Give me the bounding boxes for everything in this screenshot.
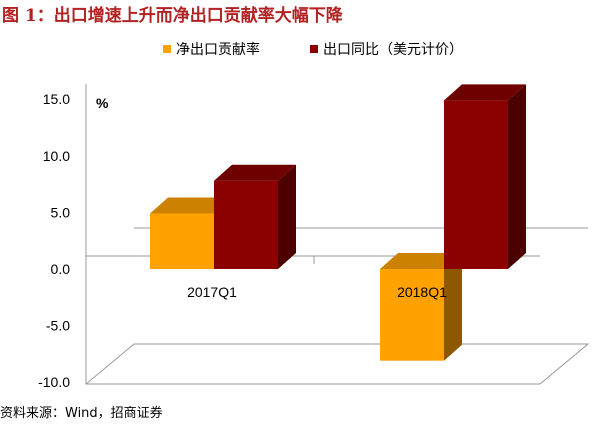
- bar-top: [380, 253, 462, 269]
- y-tick-label: -10.0: [38, 374, 70, 390]
- y-tick-label: 15.0: [43, 91, 70, 107]
- bar: [444, 84, 526, 269]
- y-axis: 15.0 10.0 5.0 0.0 -5.0 -10.0: [38, 91, 70, 390]
- legend-label: 出口同比（美元计价）: [323, 41, 463, 57]
- y-tick-label: 0.0: [51, 261, 71, 277]
- bar-group: [150, 84, 526, 361]
- bar-front: [214, 180, 278, 269]
- y-tick-label: 10.0: [43, 148, 70, 164]
- y-tick-label: 5.0: [51, 204, 71, 220]
- bar-side: [278, 164, 296, 269]
- category-label: 2017Q1: [187, 284, 237, 300]
- bar-front: [444, 100, 508, 269]
- chart: 15.0 10.0 5.0 0.0 -5.0 -10.0 2017Q1 2018Q1 净出口…: [38, 41, 590, 390]
- legend-swatch: [310, 45, 318, 53]
- category-labels: 2017Q1 2018Q1: [187, 284, 447, 300]
- bar: [380, 253, 462, 361]
- category-label: 2018Q1: [397, 284, 447, 300]
- bar-front: [150, 213, 214, 269]
- bar: [214, 164, 296, 269]
- bar-top: [214, 164, 296, 181]
- legend: 净出口贡献率 出口同比（美元计价）: [163, 41, 463, 57]
- bar-side: [508, 84, 526, 269]
- bar-top: [444, 84, 526, 101]
- floor-outline: [85, 84, 590, 385]
- legend-swatch: [163, 45, 171, 53]
- figure-title: 图 1：出口增速上升而净出口贡献率大幅下降: [2, 6, 343, 26]
- legend-label: 净出口贡献率: [176, 41, 260, 57]
- source-note: 资料来源：Wind，招商证券: [0, 406, 163, 421]
- bar-side: [444, 253, 462, 361]
- bar-top: [150, 197, 232, 214]
- bar-front: [380, 269, 444, 361]
- y-tick-label: -5.0: [46, 318, 70, 334]
- y-unit-label: %: [96, 95, 109, 111]
